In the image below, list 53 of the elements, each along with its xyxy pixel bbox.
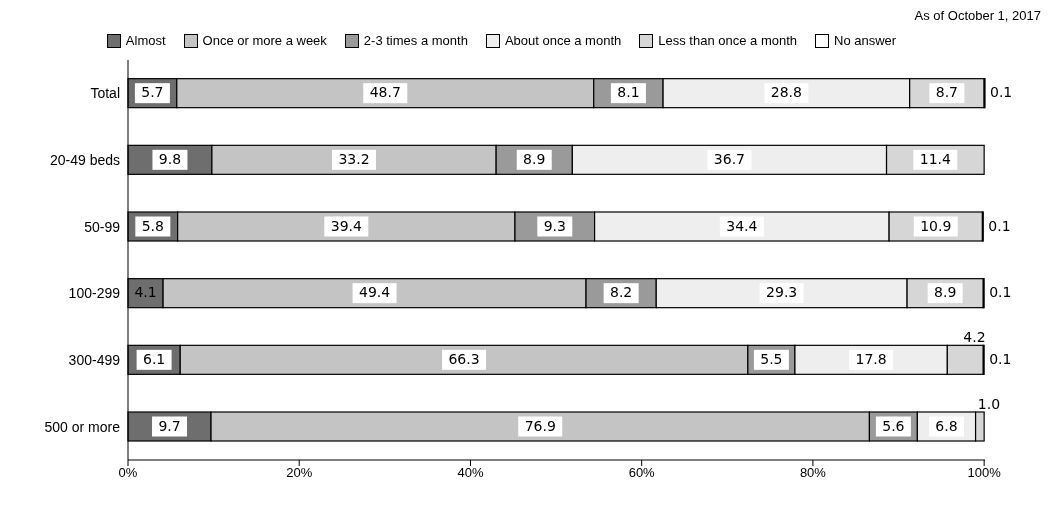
data-label: 28.8 bbox=[770, 84, 802, 101]
data-label: 9.7 bbox=[158, 417, 181, 434]
data-label: 66.3 bbox=[448, 350, 480, 367]
x-tick-label: 20% bbox=[286, 465, 313, 481]
legend-label: Less than once a month bbox=[657, 33, 798, 48]
data-label: 5.8 bbox=[141, 217, 164, 234]
data-label: 6.1 bbox=[142, 350, 166, 367]
y-tick-label: 20-49 beds bbox=[49, 151, 120, 168]
data-label: 49.4 bbox=[358, 284, 391, 301]
y-tick-label: 300-499 bbox=[68, 351, 121, 368]
data-label: 0.1 bbox=[989, 350, 1012, 367]
y-tick-label: 50-99 bbox=[84, 218, 121, 235]
data-label: 29.3 bbox=[766, 284, 798, 301]
data-label: 8.9 bbox=[934, 284, 957, 301]
data-label: 1.0 bbox=[977, 396, 1001, 412]
data-label: 76.9 bbox=[524, 417, 556, 434]
x-tick-label: 100% bbox=[967, 465, 1002, 481]
data-label: 4.2 bbox=[963, 329, 986, 346]
data-label: 5.7 bbox=[141, 84, 164, 101]
data-label: 8.2 bbox=[610, 284, 633, 301]
data-label: 5.6 bbox=[882, 417, 905, 434]
y-tick-label: Total bbox=[90, 85, 120, 102]
data-label: 8.7 bbox=[935, 84, 959, 101]
legend-label: No answer bbox=[833, 33, 897, 48]
data-label: 6.8 bbox=[935, 417, 958, 434]
data-label: 39.4 bbox=[330, 217, 362, 234]
text: As of October 1, 2017 bbox=[913, 8, 1041, 23]
data-label: 9.3 bbox=[543, 217, 566, 234]
legend-label: Almost bbox=[124, 33, 166, 48]
legend-label: 2-3 times a month bbox=[362, 33, 468, 48]
data-label: 0.1 bbox=[989, 284, 1012, 301]
legend-label: Once or more a week bbox=[201, 33, 327, 48]
x-tick-label: 0% bbox=[118, 465, 138, 481]
x-tick-label: 80% bbox=[799, 465, 827, 481]
data-label: 0.1 bbox=[988, 217, 1011, 234]
data-label: 8.1 bbox=[617, 84, 640, 101]
data-label: 33.2 bbox=[338, 150, 370, 167]
data-label: 9.8 bbox=[158, 150, 182, 167]
y-tick-label: 500 or more bbox=[44, 418, 121, 435]
data-label: 17.8 bbox=[855, 350, 887, 367]
data-label: 8.9 bbox=[523, 150, 546, 167]
data-label: 4.1 bbox=[134, 284, 157, 301]
data-label: 34.4 bbox=[726, 217, 758, 234]
x-tick-label: 40% bbox=[457, 465, 484, 481]
data-label: 0.1 bbox=[990, 84, 1013, 101]
x-tick-label: 60% bbox=[628, 465, 656, 481]
y-tick-label: 100-299 bbox=[68, 285, 121, 302]
data-label: 11.4 bbox=[919, 150, 952, 167]
legend-label: About once a month bbox=[503, 33, 622, 48]
data-label: 36.7 bbox=[713, 150, 746, 167]
data-label: 48.7 bbox=[369, 84, 401, 101]
data-label: 10.9 bbox=[920, 217, 952, 234]
data-label: 5.5 bbox=[760, 350, 783, 367]
